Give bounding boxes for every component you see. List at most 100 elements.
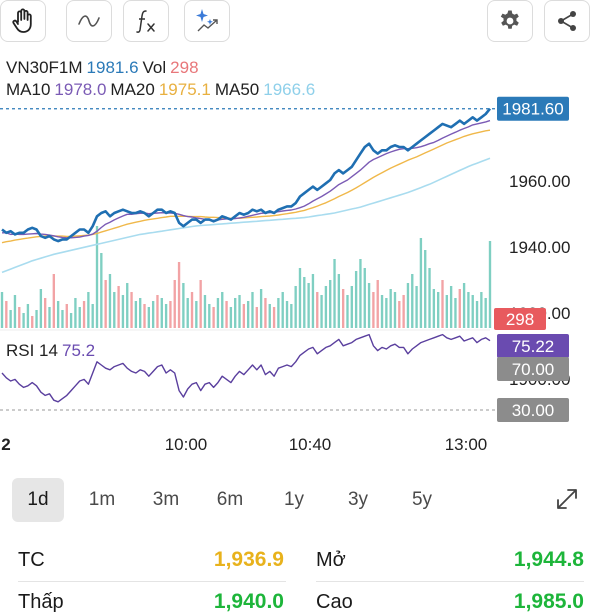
volume-bar <box>216 298 220 328</box>
volume-bar <box>341 289 345 328</box>
legend-vol-label: Vol <box>142 58 167 77</box>
volume-bar <box>462 283 466 328</box>
period-1y[interactable]: 1y <box>283 489 305 510</box>
volume-bar <box>147 307 151 328</box>
volume-bar <box>372 292 375 328</box>
volume-bar <box>428 268 431 328</box>
volume-bar <box>65 304 68 328</box>
rsi-30-tag: 30.00 <box>512 401 555 420</box>
rsi-line <box>1 333 491 403</box>
volume-bar <box>376 280 379 328</box>
rsi-legend: RSI 14 75.2 <box>6 341 99 361</box>
volume-bar <box>449 286 453 328</box>
volume-bar <box>182 283 185 328</box>
volume-bar <box>389 289 392 328</box>
rsi-70-tag: 70.00 <box>512 360 555 379</box>
ma10-line <box>2 119 491 239</box>
volume-bar <box>100 253 103 328</box>
legend-ma50-label: MA50 <box>214 80 260 99</box>
x-tick-label: 2 <box>1 435 10 454</box>
volume-bar <box>78 307 81 328</box>
volume-bar <box>272 307 276 328</box>
legend-vol-value: 298 <box>170 58 199 77</box>
volume-bar <box>385 298 388 328</box>
volume-bar <box>246 301 250 328</box>
volume-bar <box>199 280 202 328</box>
volume-bar <box>173 280 176 328</box>
stats-divider-right <box>316 581 584 582</box>
volume-bar <box>91 304 94 328</box>
volume-bar <box>95 226 99 328</box>
volume-bar <box>393 292 397 328</box>
fullscreen-button[interactable] <box>554 486 580 517</box>
period-3m[interactable]: 3m <box>152 489 180 510</box>
volume-bar <box>203 295 207 328</box>
volume-bar <box>225 301 228 328</box>
legend-ma20-label: MA20 <box>110 80 155 99</box>
volume-bar <box>221 292 224 328</box>
volume-bar <box>264 298 267 328</box>
volume-bar <box>424 250 427 328</box>
volume-bar <box>480 292 483 328</box>
settings-button[interactable] <box>487 0 533 42</box>
volume-bar <box>281 292 284 328</box>
volume-bar <box>87 292 90 328</box>
expand-icon <box>557 489 577 509</box>
volume-bar <box>9 310 12 328</box>
chart-area[interactable]: 1960.001940.001920.001900.001981.6029875… <box>0 50 600 460</box>
legend-rsi-value: 75.2 <box>61 341 96 360</box>
ai-assist-button[interactable] <box>184 0 230 42</box>
period-3y[interactable]: 3y <box>347 489 369 510</box>
rsi-30-tag-bg <box>497 398 569 422</box>
volume-bar <box>82 301 86 328</box>
x-tick-label: 10:00 <box>165 435 208 454</box>
hand-tool-button[interactable] <box>0 0 46 42</box>
period-1d[interactable]: 1d <box>12 478 64 522</box>
volume-bar <box>234 298 237 328</box>
volume-bar <box>61 310 64 328</box>
volume-bar <box>56 301 60 328</box>
volume-bar <box>398 301 401 328</box>
volume-bar <box>13 295 17 328</box>
price-chart[interactable]: 1960.001940.001920.001900.001981.6029875… <box>0 50 600 460</box>
volume-bar <box>139 298 142 328</box>
volume-bar <box>320 295 323 328</box>
volume-bar <box>208 304 211 328</box>
open-value: 1,944.8 <box>513 548 584 571</box>
volume-bar <box>113 292 116 328</box>
y-tick-label: 1940.00 <box>509 238 570 257</box>
volume-bar <box>151 301 155 328</box>
tc-label: TC <box>18 549 45 571</box>
volume-bar <box>333 259 336 328</box>
x-tick-label: 10:40 <box>289 435 332 454</box>
curve-icon <box>78 15 100 27</box>
volume-bar <box>458 289 461 328</box>
volume-bar <box>484 298 487 328</box>
volume-bar <box>5 301 8 328</box>
price-line <box>1 107 492 243</box>
rsi-70-tag-bg <box>497 357 569 381</box>
sparkle-icon <box>196 9 218 32</box>
volume-bar <box>290 304 293 328</box>
volume-bar <box>108 274 112 328</box>
period-1m[interactable]: 1m <box>88 489 116 510</box>
volume-bar <box>0 292 4 328</box>
period-5y[interactable]: 5y <box>411 489 433 510</box>
volume-bar <box>35 310 38 328</box>
volume-bar <box>104 280 107 328</box>
volume-bar <box>121 295 125 328</box>
legend-ma50-value: 1966.6 <box>263 80 316 99</box>
volume-bar <box>406 283 410 328</box>
volume-bar <box>143 304 146 328</box>
period-6m[interactable]: 6m <box>216 489 244 510</box>
volume-bar <box>160 298 163 328</box>
indicator-button[interactable] <box>123 0 169 42</box>
line-tool-button[interactable] <box>66 0 112 42</box>
open-label: Mở <box>316 549 346 571</box>
volume-bar <box>329 280 332 328</box>
volume-bar <box>26 304 30 328</box>
volume-bar <box>415 286 418 328</box>
volume-bar <box>268 304 271 328</box>
share-button[interactable] <box>544 0 590 42</box>
ma50-line <box>1 157 491 274</box>
